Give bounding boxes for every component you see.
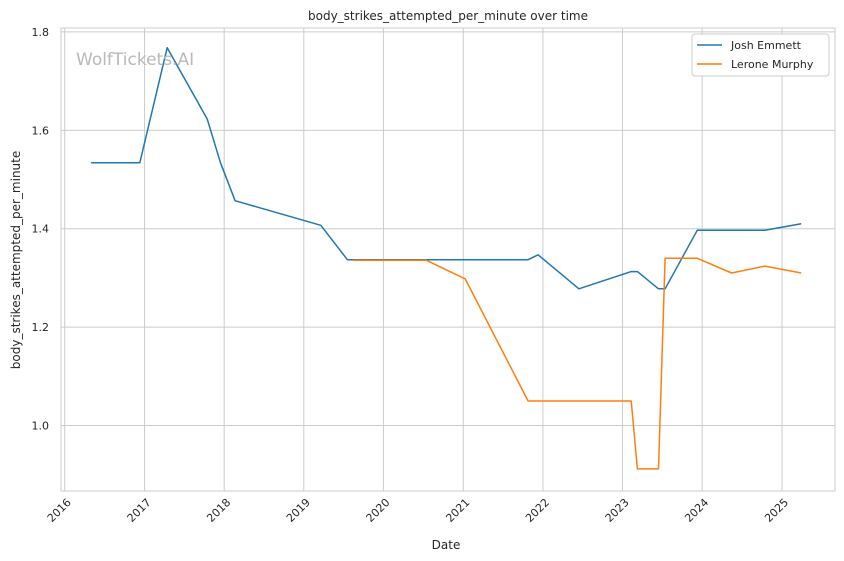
x-tick-label: 2025 bbox=[762, 496, 791, 525]
x-tick-label: 2020 bbox=[364, 496, 393, 525]
legend-label-1: Lerone Murphy bbox=[731, 58, 814, 71]
grid bbox=[61, 28, 835, 491]
series-line-1 bbox=[353, 257, 802, 470]
x-axis-label: Date bbox=[432, 538, 461, 552]
y-tick-label: 1.8 bbox=[32, 26, 50, 39]
x-tick-labels: 2016 2017 2018 2019 2020 2021 2022 2023 2024 2025 bbox=[45, 496, 791, 525]
x-tick-label: 2018 bbox=[204, 496, 233, 525]
x-tick-label: 2021 bbox=[443, 496, 472, 525]
legend: Josh Emmett Lerone Murphy bbox=[691, 33, 830, 77]
legend-box bbox=[691, 33, 830, 77]
y-tick-labels: 1.0 1.2 1.4 1.6 1.8 bbox=[32, 26, 50, 433]
x-tick-label: 2024 bbox=[682, 496, 711, 525]
x-tick-label: 2019 bbox=[284, 496, 313, 525]
y-tick-label: 1.4 bbox=[32, 223, 50, 236]
plot-frame bbox=[60, 27, 836, 492]
x-tick-label: 2022 bbox=[523, 496, 552, 525]
x-tick-label: 2016 bbox=[45, 496, 74, 525]
y-tick-label: 1.6 bbox=[32, 124, 50, 137]
x-tick-label: 2017 bbox=[125, 496, 154, 525]
x-tick-label: 2023 bbox=[603, 496, 632, 525]
series-line-0 bbox=[91, 46, 802, 290]
legend-label-0: Josh Emmett bbox=[730, 39, 802, 52]
y-axis-label: body_strikes_attempted_per_minute bbox=[9, 151, 23, 369]
y-tick-label: 1.0 bbox=[32, 420, 50, 433]
y-tick-label: 1.2 bbox=[32, 321, 50, 334]
watermark: WolfTickets.AI bbox=[76, 50, 194, 70]
chart-title: body_strikes_attempted_per_minute over t… bbox=[308, 9, 588, 23]
series-lines bbox=[91, 46, 802, 470]
